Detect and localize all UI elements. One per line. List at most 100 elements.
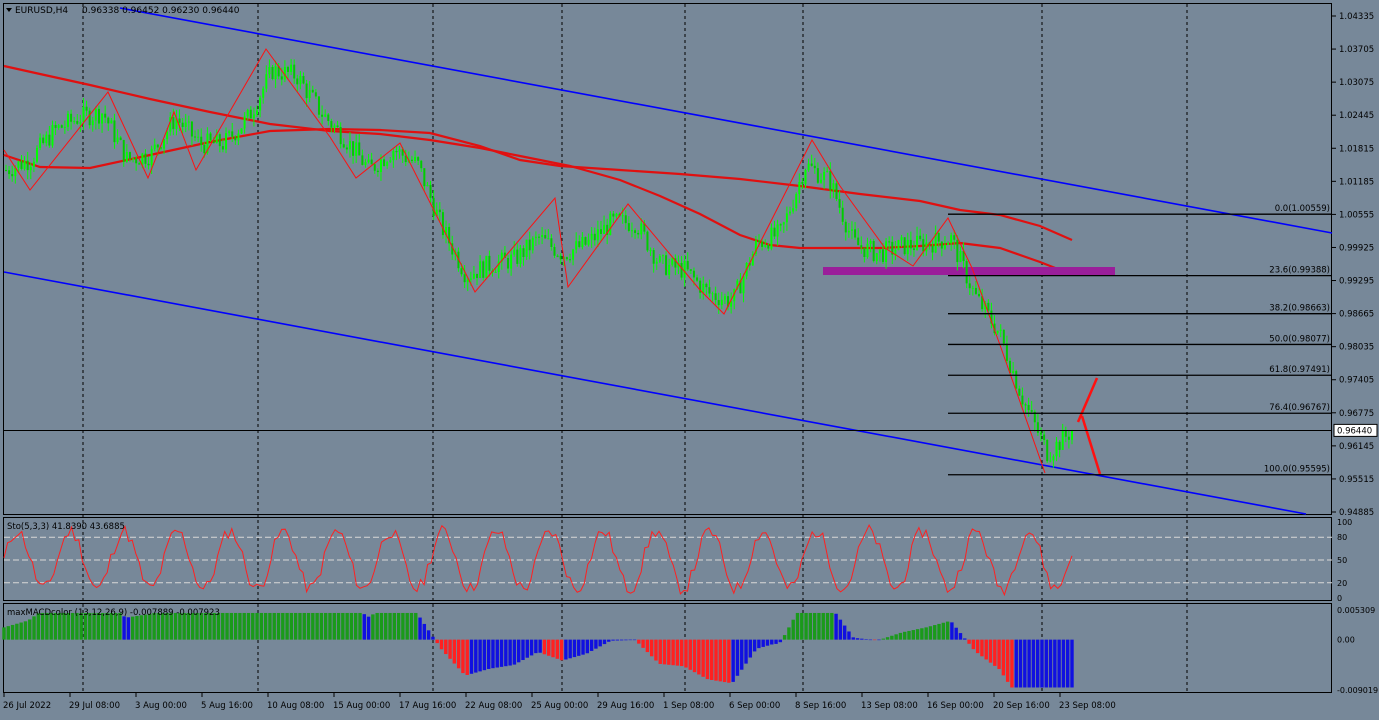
candle-body	[17, 161, 20, 168]
fib-level-label: 23.6(0.99388)	[1269, 266, 1330, 276]
candle-body	[119, 137, 122, 140]
macd-histogram-bar	[568, 639, 572, 659]
macd-histogram-bar	[722, 639, 727, 683]
candle-body	[1021, 395, 1024, 405]
candle-body	[683, 261, 686, 278]
candle-body	[392, 151, 395, 161]
macd-histogram-bar	[435, 639, 439, 644]
macd-histogram-bar	[812, 612, 817, 640]
macd-histogram-bar	[173, 612, 178, 640]
candle-body	[361, 155, 364, 165]
candle-body	[510, 254, 513, 269]
candle-body	[692, 270, 695, 278]
macd-histogram-bar	[345, 612, 349, 640]
candle-body	[767, 245, 770, 249]
candle-body	[200, 136, 203, 145]
macd-histogram-bar	[401, 612, 405, 640]
symbol-title: EURUSD,H4	[15, 6, 68, 16]
candle-body	[798, 181, 801, 195]
macd-histogram-bar	[2, 627, 6, 640]
macd-histogram-bar	[1061, 639, 1066, 688]
macd-histogram-bar	[967, 639, 971, 644]
price-tick-label: 1.04335	[1339, 12, 1374, 22]
candle-body	[345, 147, 348, 150]
candle-body	[150, 148, 153, 166]
channel-upper-line[interactable]	[119, 7, 1333, 234]
candle-body	[246, 109, 249, 117]
candle-body	[1071, 430, 1073, 440]
candle-body	[197, 136, 200, 138]
stochastic-axis-label: 0	[1337, 594, 1342, 603]
candle-body	[178, 118, 181, 123]
macd-histogram-bar	[821, 612, 825, 640]
ohlc-readout: 0.96338 0.96452 0.96230 0.96440	[82, 6, 240, 16]
candle-body	[66, 113, 69, 127]
macd-histogram-bar	[191, 612, 195, 640]
macd-histogram-bar	[572, 639, 577, 658]
fibonacci-retracement[interactable]: 0.0(1.00559) 23.6(0.99388) 38.2(0.98663) 50…	[948, 204, 1332, 476]
candle-body	[1012, 371, 1015, 373]
macd-histogram-bar	[735, 639, 740, 676]
macd-histogram-bar	[281, 612, 285, 640]
macd-histogram-bar	[259, 612, 264, 640]
candle-body	[132, 158, 135, 160]
candle-body	[981, 296, 984, 310]
candle-body	[348, 141, 351, 150]
macd-histogram-bar	[23, 621, 28, 640]
stochastic-axis-label: 80	[1337, 533, 1347, 542]
macd-histogram-bar	[122, 616, 126, 640]
macd-histogram-bar	[945, 621, 950, 640]
price-tick-label: 0.94885	[1339, 508, 1374, 518]
candle-body	[1040, 432, 1043, 435]
candle-body	[144, 153, 147, 164]
macd-histogram-bar	[907, 630, 911, 640]
triangle-down-icon[interactable]	[6, 8, 12, 12]
candle-body	[327, 114, 330, 122]
candle-body	[671, 258, 674, 265]
candle-body	[370, 159, 373, 165]
candle-body	[730, 301, 733, 307]
time-tick-label: 29 Jul 08:00	[69, 701, 120, 711]
macd-histogram-bar	[641, 639, 645, 648]
time-tick-label: 29 Aug 16:00	[597, 701, 654, 711]
candle-body	[993, 323, 996, 334]
candle-body	[519, 248, 522, 264]
candle-body	[770, 227, 773, 249]
candle-body	[646, 231, 649, 251]
macd-histogram-bar	[15, 623, 19, 640]
macd-histogram-bar	[877, 639, 881, 641]
macd-histogram-bar	[594, 639, 598, 649]
channel-lower-line[interactable]	[3, 271, 1307, 515]
macd-histogram-bar	[354, 612, 358, 640]
macd-histogram-bar	[208, 612, 212, 640]
chart-header: EURUSD,H4 0.96338 0.96452 0.96230 0.9644…	[6, 6, 240, 618]
zigzag-indicator	[3, 48, 1046, 474]
macd-histogram-bar	[954, 627, 958, 640]
macd-histogram-bar	[632, 639, 637, 641]
candle-body	[23, 160, 26, 169]
candle-body	[630, 230, 633, 232]
macd-histogram-bar	[727, 639, 731, 683]
candle-body	[221, 146, 224, 150]
candle-body	[135, 158, 138, 164]
macd-histogram-bar	[872, 639, 877, 641]
macd-histogram-bar	[143, 614, 148, 640]
candle-body	[82, 106, 85, 123]
macd-histogram-bar	[675, 639, 680, 666]
candle-body	[172, 117, 175, 129]
candle-body	[14, 167, 17, 177]
macd-histogram-bar	[890, 635, 894, 640]
candle-body	[262, 88, 265, 98]
macd-histogram-bar	[486, 639, 491, 669]
candle-body	[621, 215, 624, 217]
candle-body	[299, 76, 302, 85]
macd-histogram-bar	[135, 615, 139, 640]
candle-body	[531, 238, 534, 251]
candle-body	[404, 155, 407, 163]
candle-body	[826, 170, 829, 172]
candle-body	[866, 243, 869, 257]
candle-body	[609, 213, 612, 235]
channel-lines[interactable]	[3, 7, 1333, 515]
